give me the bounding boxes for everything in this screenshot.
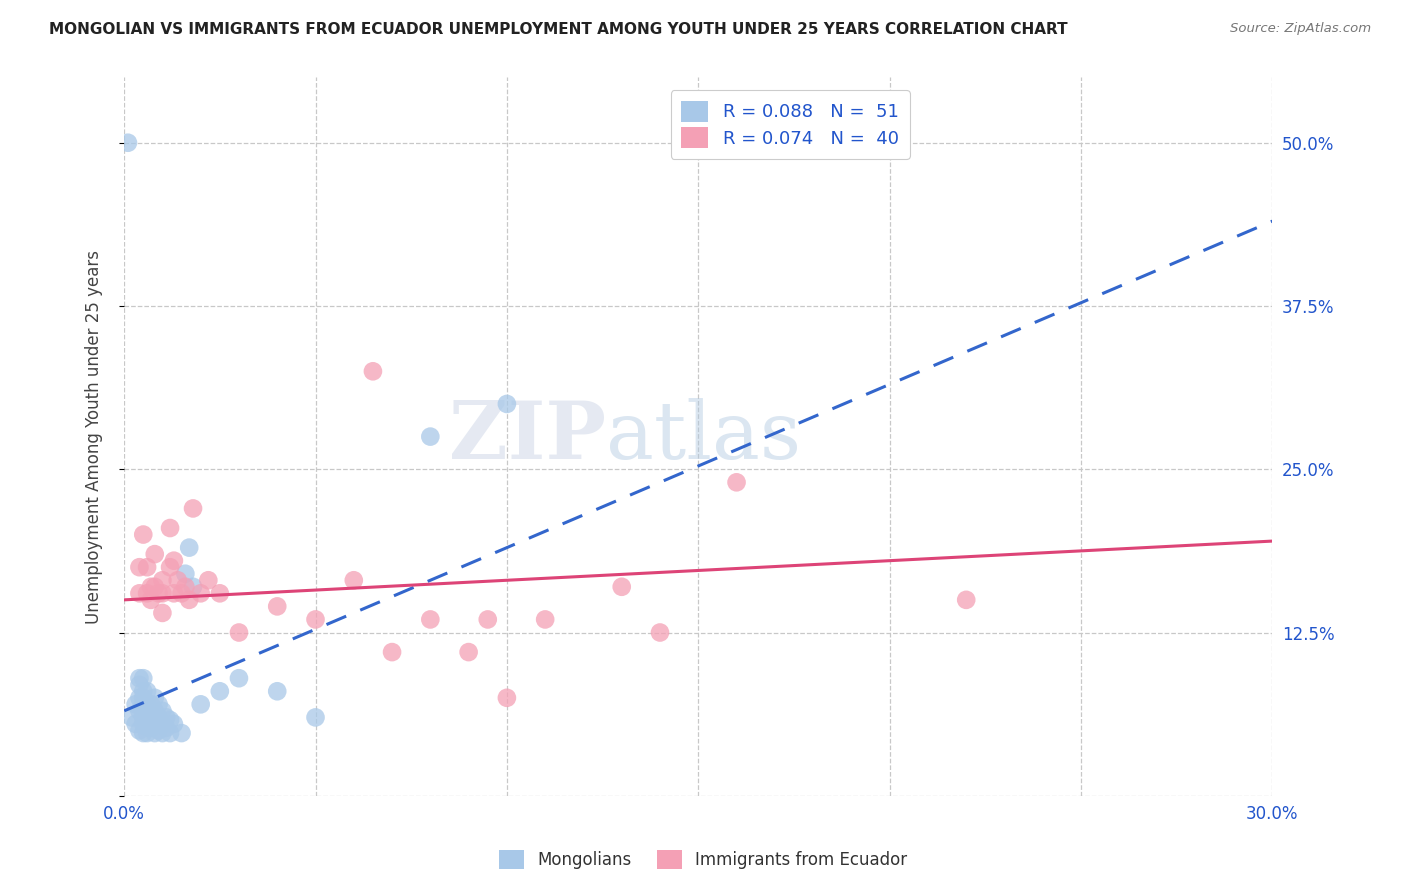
Point	[128, 704, 150, 718]
Point	[132, 698, 155, 712]
Point	[228, 625, 250, 640]
Text: atlas: atlas	[606, 398, 801, 475]
Point	[534, 612, 557, 626]
Point	[124, 698, 146, 712]
Point	[128, 560, 150, 574]
Point	[139, 698, 162, 712]
Point	[148, 586, 170, 600]
Point	[136, 586, 159, 600]
Point	[155, 710, 177, 724]
Point	[181, 501, 204, 516]
Point	[143, 580, 166, 594]
Point	[132, 726, 155, 740]
Point	[181, 580, 204, 594]
Point	[152, 606, 174, 620]
Point	[159, 726, 181, 740]
Text: Source: ZipAtlas.com: Source: ZipAtlas.com	[1230, 22, 1371, 36]
Point	[148, 698, 170, 712]
Point	[143, 547, 166, 561]
Y-axis label: Unemployment Among Youth under 25 years: Unemployment Among Youth under 25 years	[86, 250, 103, 624]
Point	[128, 678, 150, 692]
Point	[117, 136, 139, 150]
Point	[457, 645, 479, 659]
Point	[124, 717, 146, 731]
Point	[155, 721, 177, 735]
Text: ZIP: ZIP	[450, 398, 606, 475]
Point	[725, 475, 748, 490]
Point	[132, 704, 155, 718]
Point	[174, 566, 197, 581]
Point	[228, 671, 250, 685]
Point	[152, 726, 174, 740]
Point	[170, 586, 193, 600]
Point	[139, 710, 162, 724]
Point	[955, 592, 977, 607]
Point	[132, 684, 155, 698]
Point	[128, 671, 150, 685]
Point	[361, 364, 384, 378]
Point	[143, 690, 166, 705]
Point	[152, 717, 174, 731]
Point	[143, 726, 166, 740]
Point	[163, 717, 186, 731]
Point	[170, 726, 193, 740]
Point	[266, 599, 288, 614]
Point	[163, 554, 186, 568]
Point	[132, 690, 155, 705]
Point	[121, 710, 143, 724]
Point	[159, 560, 181, 574]
Point	[139, 580, 162, 594]
Point	[152, 586, 174, 600]
Point	[136, 726, 159, 740]
Point	[139, 592, 162, 607]
Point	[304, 710, 326, 724]
Point	[136, 720, 159, 734]
Point	[197, 574, 219, 588]
Point	[419, 429, 441, 443]
Point	[152, 574, 174, 588]
Point	[128, 723, 150, 738]
Point	[166, 574, 188, 588]
Point	[132, 717, 155, 731]
Point	[128, 586, 150, 600]
Point	[610, 580, 633, 594]
Point	[190, 698, 212, 712]
Point	[304, 612, 326, 626]
Point	[648, 625, 671, 640]
Legend: R = 0.088   N =  51, R = 0.074   N =  40: R = 0.088 N = 51, R = 0.074 N = 40	[671, 90, 910, 159]
Point	[381, 645, 404, 659]
Point	[159, 521, 181, 535]
Point	[139, 721, 162, 735]
Point	[143, 717, 166, 731]
Point	[136, 684, 159, 698]
Point	[136, 560, 159, 574]
Point	[477, 612, 499, 626]
Point	[132, 671, 155, 685]
Point	[136, 698, 159, 712]
Point	[190, 586, 212, 600]
Point	[159, 713, 181, 727]
Point	[148, 723, 170, 738]
Text: MONGOLIAN VS IMMIGRANTS FROM ECUADOR UNEMPLOYMENT AMONG YOUTH UNDER 25 YEARS COR: MONGOLIAN VS IMMIGRANTS FROM ECUADOR UNE…	[49, 22, 1067, 37]
Point	[343, 574, 366, 588]
Point	[132, 710, 155, 724]
Point	[208, 684, 231, 698]
Point	[148, 710, 170, 724]
Point	[174, 580, 197, 594]
Point	[496, 397, 519, 411]
Point	[143, 704, 166, 718]
Point	[136, 710, 159, 724]
Point	[266, 684, 288, 698]
Point	[179, 541, 201, 555]
Point	[152, 704, 174, 718]
Point	[163, 586, 186, 600]
Point	[208, 586, 231, 600]
Point	[132, 527, 155, 541]
Legend: Mongolians, Immigrants from Ecuador: Mongolians, Immigrants from Ecuador	[489, 840, 917, 880]
Point	[496, 690, 519, 705]
Point	[419, 612, 441, 626]
Point	[179, 592, 201, 607]
Point	[128, 690, 150, 705]
